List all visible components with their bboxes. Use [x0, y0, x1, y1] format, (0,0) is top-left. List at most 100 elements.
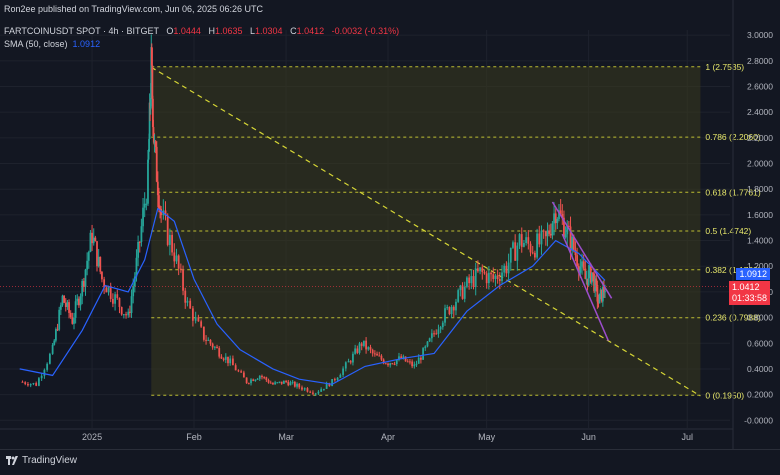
candle-body [301, 387, 303, 390]
candle-body [468, 277, 471, 284]
candle-body [103, 279, 106, 288]
candle-body [287, 381, 290, 386]
candle-body [175, 255, 178, 262]
candle-body [317, 391, 320, 394]
y-tick-label: 1.2000 [747, 261, 773, 271]
candle-body [74, 301, 77, 318]
candle-body [111, 298, 114, 304]
candle-body [487, 272, 490, 284]
candle-body [177, 255, 180, 269]
candle-body [81, 281, 84, 297]
candle-body [237, 370, 240, 372]
candle-body [101, 271, 103, 280]
low-label: L [250, 26, 256, 36]
candle-body [179, 268, 182, 270]
candle-body [389, 363, 392, 366]
candle-body [258, 375, 261, 379]
candle-body [503, 265, 506, 273]
candle-body [213, 346, 216, 348]
x-tick-label: May [478, 432, 496, 442]
candle-body [149, 97, 152, 109]
candle-body [276, 382, 279, 384]
candle-body [391, 363, 394, 365]
candle-body [135, 257, 138, 277]
candle-body [426, 341, 429, 347]
candle-body [564, 234, 567, 238]
candle-body [105, 287, 108, 293]
candle-body [263, 377, 266, 379]
candle-body [153, 133, 155, 144]
candle-body [450, 306, 453, 315]
candle-body [150, 47, 153, 98]
candle-body [365, 340, 367, 350]
candle-body [380, 355, 383, 360]
candle-body [553, 213, 555, 224]
last-price-tag: 1.0412 01:33:58 [728, 281, 770, 305]
candle-body [400, 356, 403, 359]
symbol-label: FARTCOINUSDT SPOT · 4h · BITGET [4, 26, 159, 36]
candle-body [452, 306, 455, 311]
candle-body [507, 262, 510, 274]
tradingview-logo-icon[interactable] [6, 455, 18, 465]
candle-body [68, 302, 70, 313]
candle-body [84, 269, 87, 287]
candle-body [567, 225, 570, 227]
footer-brand[interactable]: TradingView [22, 454, 78, 466]
candle-body [476, 268, 479, 272]
candle-body [529, 243, 532, 253]
candle-body [420, 357, 422, 360]
y-tick-label: 1.4000 [747, 236, 773, 246]
y-tick-label: 2.8000 [747, 56, 773, 66]
x-tick-label: Apr [381, 432, 395, 442]
sma-legend[interactable]: SMA (50, close) 1.0912 [4, 39, 100, 49]
candle-body [148, 102, 151, 139]
candle-body [48, 353, 51, 364]
candle-body [125, 314, 127, 316]
candle-body [559, 210, 562, 215]
candle-body [542, 230, 545, 232]
candle-body [518, 234, 521, 246]
candle-body [86, 260, 89, 270]
candle-body [435, 333, 438, 335]
last-price-value: 1.0412 [731, 282, 760, 292]
candle-body [415, 363, 418, 365]
candle-body [293, 381, 296, 387]
candle-body [147, 151, 150, 160]
candle-body [73, 317, 75, 324]
candle-body [133, 276, 136, 287]
candle-body [384, 363, 387, 365]
candle-body [40, 375, 43, 379]
y-tick-label: 1.8000 [747, 184, 773, 194]
candle-body [599, 289, 602, 294]
candle-body [444, 308, 446, 323]
candle-body [598, 293, 601, 304]
candle-body [69, 312, 72, 318]
candle-body [549, 233, 552, 236]
open-value: 1.0444 [173, 26, 201, 36]
y-tick-label: 2.2000 [747, 133, 773, 143]
candle-body [544, 231, 547, 237]
candle-body [261, 375, 263, 378]
candle-body [498, 279, 501, 281]
candle-body [254, 379, 257, 381]
candle-body [87, 251, 90, 261]
candle-body [137, 241, 140, 258]
candle-body [439, 327, 442, 330]
candle-body [63, 295, 66, 303]
candle-body [312, 392, 314, 394]
fib-level-label: 1 (2.7535) [705, 62, 744, 72]
candle-body [306, 388, 309, 392]
y-tick-label: 3.0000 [747, 30, 773, 40]
candle-body [373, 353, 376, 355]
candle-body [352, 353, 354, 363]
y-tick-label: 0.6000 [747, 338, 773, 348]
candle-body [138, 241, 141, 243]
candle-body [581, 261, 583, 267]
candle-body [523, 242, 525, 247]
candle-body [582, 261, 585, 269]
candle-body [120, 307, 123, 315]
y-tick-label: 0.4000 [747, 364, 773, 374]
y-tick-label: 1.6000 [747, 210, 773, 220]
